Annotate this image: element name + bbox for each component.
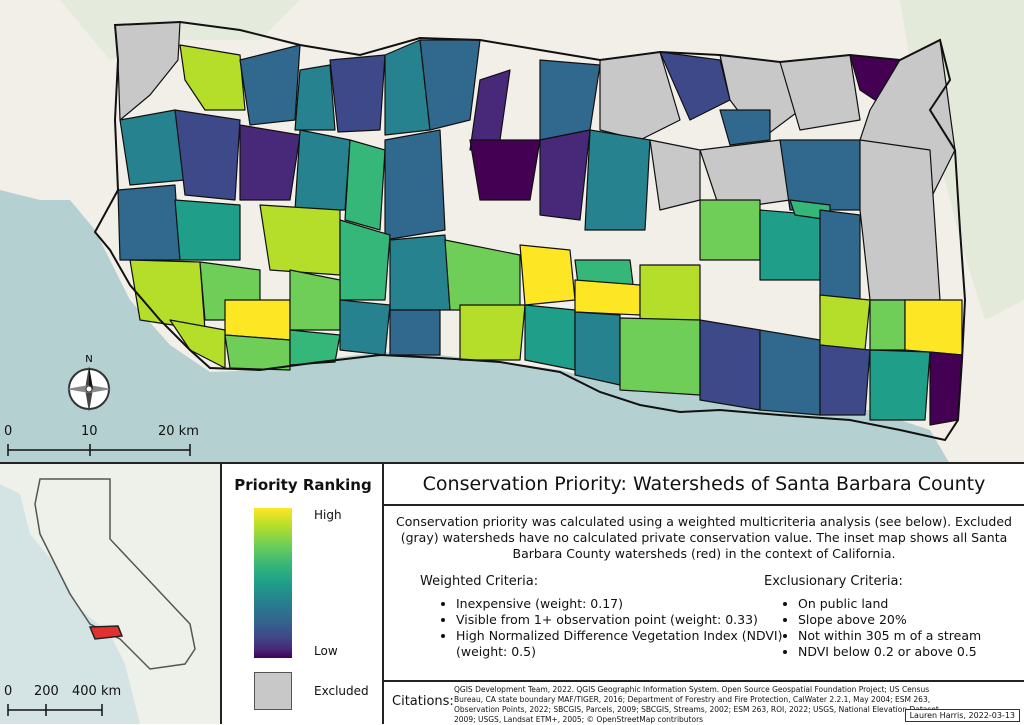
watershed-polygon[interactable] bbox=[929, 351, 963, 426]
california-inset-svg bbox=[0, 464, 220, 724]
watershed-polygon[interactable] bbox=[344, 139, 386, 231]
watershed-polygon[interactable] bbox=[869, 299, 906, 351]
watershed-polygon[interactable] bbox=[699, 199, 761, 261]
author-credit: Lauren Harris, 2022-03-13 bbox=[904, 709, 1020, 722]
watershed-polygon[interactable] bbox=[759, 209, 821, 281]
list-item: Slope above 20% bbox=[798, 612, 1024, 628]
list-item: On public land bbox=[798, 596, 1024, 612]
watershed-polygon[interactable] bbox=[639, 264, 701, 321]
watershed-polygon[interactable] bbox=[759, 329, 821, 416]
inset-scale-label-200: 200 bbox=[34, 684, 59, 699]
scale-label-10: 10 bbox=[81, 424, 98, 439]
watershed-polygon[interactable] bbox=[539, 129, 591, 221]
scale-bar bbox=[7, 444, 191, 456]
watershed-polygon[interactable] bbox=[224, 299, 291, 341]
inset-map[interactable]: 0 200 400 km bbox=[0, 464, 222, 724]
watershed-polygon[interactable] bbox=[524, 304, 576, 371]
watershed-polygon[interactable] bbox=[294, 129, 351, 211]
watershed-polygon[interactable] bbox=[259, 204, 341, 276]
california-outline bbox=[34, 478, 196, 670]
county-outline bbox=[93, 20, 967, 442]
watershed-polygon[interactable] bbox=[294, 64, 336, 131]
list-item: NDVI below 0.2 or above 0.5 bbox=[798, 644, 1024, 660]
watershed-polygon[interactable] bbox=[239, 124, 301, 201]
legend-low-label: Low bbox=[314, 644, 338, 658]
watershed-polygon[interactable] bbox=[719, 109, 771, 146]
legend-title: Priority Ranking bbox=[234, 476, 372, 494]
watershed-polygon[interactable] bbox=[779, 139, 861, 211]
watershed-polygon[interactable] bbox=[819, 294, 871, 351]
list-item: Not within 305 m of a stream bbox=[798, 628, 1024, 644]
info-panel: Conservation Priority: Watersheds of San… bbox=[384, 464, 1024, 724]
santa-barbara-county-highlight bbox=[88, 625, 124, 640]
watershed-polygon[interactable] bbox=[224, 334, 291, 371]
excluded-swatch bbox=[254, 672, 292, 710]
north-label: N bbox=[85, 354, 92, 365]
scale-label-20km: 20 km bbox=[158, 424, 199, 439]
watershed-polygon[interactable] bbox=[869, 349, 931, 421]
watershed-polygon[interactable] bbox=[574, 311, 621, 386]
watershed-polygon[interactable] bbox=[289, 269, 341, 331]
list-item: Visible from 1+ observation point (weigh… bbox=[456, 612, 786, 628]
citations-label: Citations: bbox=[392, 694, 454, 709]
watersheds-layer bbox=[114, 21, 963, 426]
watershed-polygon[interactable] bbox=[174, 199, 241, 261]
map-title: Conservation Priority: Watersheds of San… bbox=[384, 464, 1024, 506]
exclusionary-criteria-list: On public land Slope above 20% Not withi… bbox=[782, 596, 1024, 660]
priority-color-ramp bbox=[254, 508, 292, 658]
watershed-polygon[interactable] bbox=[619, 317, 701, 396]
legend-high-label: High bbox=[314, 508, 342, 522]
watershed-polygon[interactable] bbox=[459, 304, 526, 361]
watershed-map-svg bbox=[0, 0, 1024, 462]
legend: Priority Ranking High Low Excluded bbox=[222, 464, 384, 724]
watershed-polygon[interactable] bbox=[117, 184, 181, 261]
watershed-polygon[interactable] bbox=[904, 299, 963, 356]
weighted-criteria-list: Inexpensive (weight: 0.17) Visible from … bbox=[440, 596, 786, 660]
watershed-polygon[interactable] bbox=[174, 109, 241, 201]
citations-text: QGIS Development Team, 2022. QGIS Geogra… bbox=[454, 685, 942, 724]
watershed-polygon[interactable] bbox=[239, 44, 301, 126]
weighted-criteria-heading: Weighted Criteria: bbox=[420, 574, 539, 589]
watershed-polygon[interactable] bbox=[419, 39, 481, 131]
watershed-polygon[interactable] bbox=[179, 44, 246, 111]
watershed-polygon[interactable] bbox=[329, 54, 386, 133]
land-area bbox=[0, 464, 220, 724]
watershed-polygon[interactable] bbox=[574, 279, 641, 316]
list-item: Inexpensive (weight: 0.17) bbox=[456, 596, 786, 612]
watershed-polygon[interactable] bbox=[384, 129, 446, 241]
inset-scale-label-400km: 400 km bbox=[72, 684, 122, 699]
watershed-polygon[interactable] bbox=[469, 139, 541, 201]
excluded-watershed[interactable] bbox=[859, 139, 941, 301]
watershed-polygon[interactable] bbox=[389, 234, 451, 311]
list-item: High Normalized Difference Vegetation In… bbox=[456, 628, 786, 660]
watershed-polygon[interactable] bbox=[289, 329, 341, 366]
inset-scale-label-0: 0 bbox=[4, 684, 13, 699]
watershed-polygon[interactable] bbox=[819, 209, 861, 301]
watershed-polygon[interactable] bbox=[119, 109, 186, 186]
watershed-polygon[interactable] bbox=[819, 344, 871, 416]
scale-bar bbox=[7, 704, 103, 716]
watershed-polygon[interactable] bbox=[519, 244, 576, 306]
legend-excluded-label: Excluded bbox=[314, 684, 369, 698]
scale-label-0: 0 bbox=[4, 424, 13, 439]
watershed-polygon[interactable] bbox=[584, 129, 651, 231]
main-map[interactable]: 0 10 20 km N bbox=[0, 0, 1024, 464]
watershed-polygon[interactable] bbox=[339, 219, 391, 301]
watershed-polygon[interactable] bbox=[389, 309, 441, 356]
citations-box: Citations: QGIS Development Team, 2022. … bbox=[384, 680, 1024, 724]
exclusionary-criteria-heading: Exclusionary Criteria: bbox=[764, 574, 903, 589]
watershed-polygon[interactable] bbox=[339, 299, 391, 356]
watershed-polygon[interactable] bbox=[129, 259, 206, 331]
watershed-polygon[interactable] bbox=[699, 319, 761, 411]
north-arrow-icon: N bbox=[62, 352, 116, 416]
map-description: Conservation priority was calculated usi… bbox=[396, 514, 1012, 561]
